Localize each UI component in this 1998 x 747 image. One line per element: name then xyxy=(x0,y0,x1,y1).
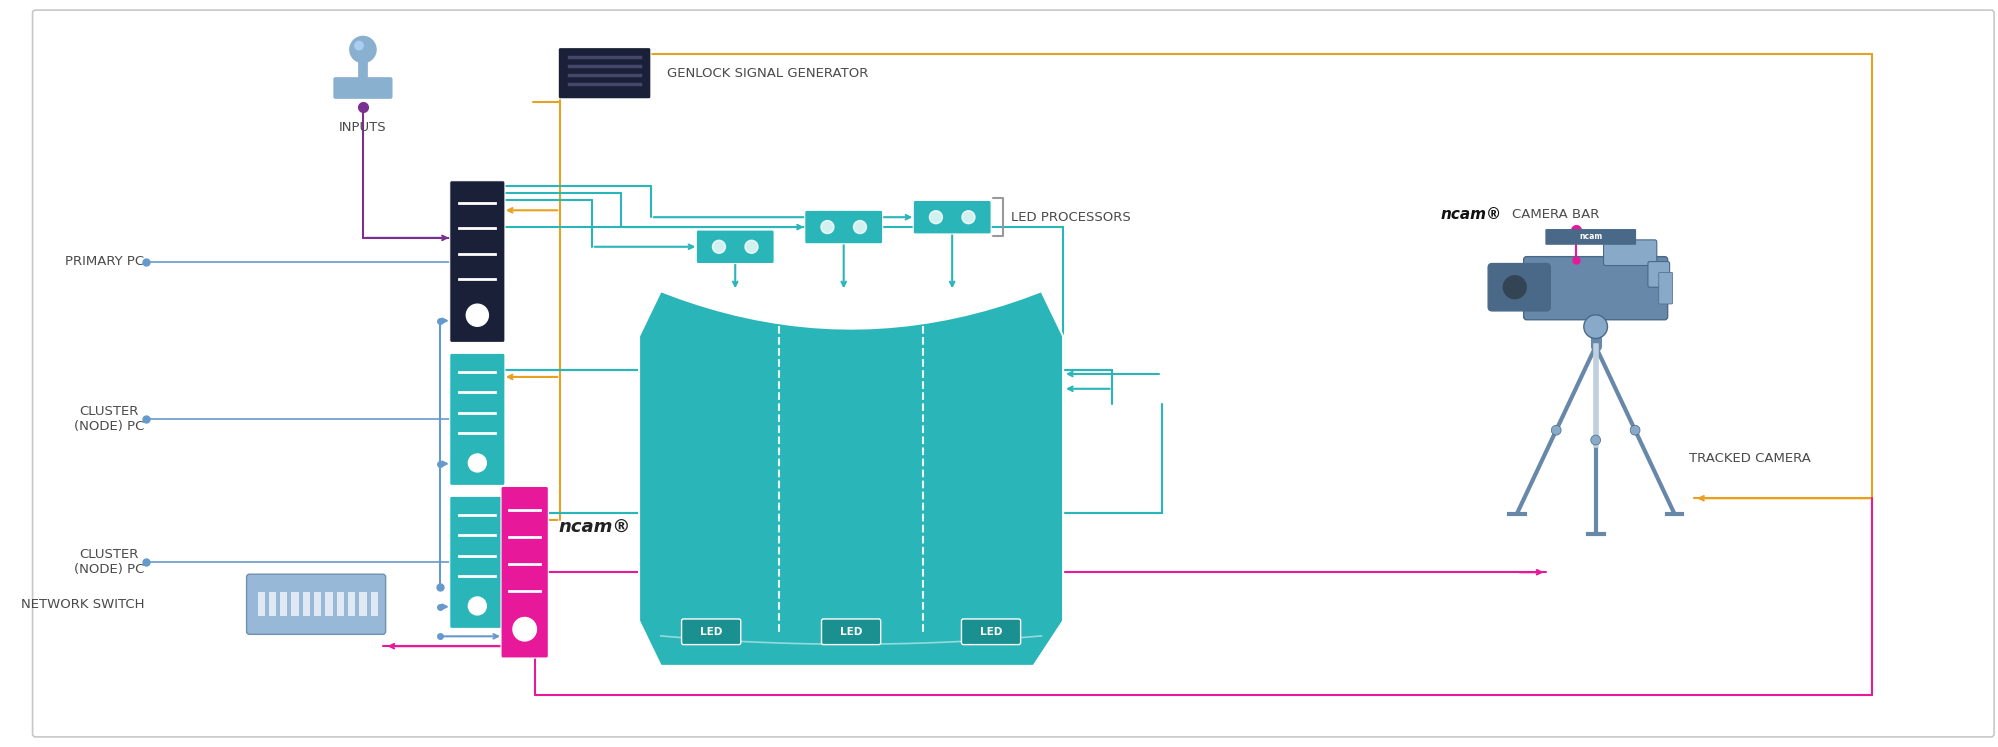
FancyBboxPatch shape xyxy=(681,619,741,645)
FancyBboxPatch shape xyxy=(805,211,883,244)
FancyBboxPatch shape xyxy=(501,486,547,658)
Circle shape xyxy=(1550,425,1560,436)
Text: PRIMARY PC: PRIMARY PC xyxy=(64,255,144,268)
Bar xyxy=(370,592,378,616)
FancyBboxPatch shape xyxy=(1646,261,1668,287)
Text: LED PROCESSORS: LED PROCESSORS xyxy=(1011,211,1131,223)
Circle shape xyxy=(354,40,364,51)
FancyBboxPatch shape xyxy=(1544,229,1634,245)
Circle shape xyxy=(468,597,486,615)
Circle shape xyxy=(711,241,725,253)
Bar xyxy=(258,592,264,616)
Circle shape xyxy=(821,220,833,234)
FancyBboxPatch shape xyxy=(961,619,1021,645)
Circle shape xyxy=(745,241,757,253)
FancyBboxPatch shape xyxy=(450,353,505,486)
Text: CLUSTER
(NODE) PC: CLUSTER (NODE) PC xyxy=(74,548,144,577)
FancyBboxPatch shape xyxy=(821,619,881,645)
Bar xyxy=(314,592,322,616)
FancyBboxPatch shape xyxy=(334,77,392,99)
FancyBboxPatch shape xyxy=(1658,273,1672,304)
Circle shape xyxy=(853,220,865,234)
FancyBboxPatch shape xyxy=(695,230,773,264)
FancyBboxPatch shape xyxy=(450,181,505,342)
Circle shape xyxy=(1628,425,1638,436)
Bar xyxy=(280,592,288,616)
Text: CAMERA BAR: CAMERA BAR xyxy=(1510,208,1598,220)
FancyBboxPatch shape xyxy=(557,48,651,99)
Bar xyxy=(268,592,276,616)
Circle shape xyxy=(466,304,488,326)
Bar xyxy=(292,592,298,616)
Bar xyxy=(302,592,310,616)
Text: ncam®: ncam® xyxy=(557,519,629,537)
Bar xyxy=(326,592,332,616)
Circle shape xyxy=(1500,274,1526,300)
FancyBboxPatch shape xyxy=(450,496,505,628)
FancyBboxPatch shape xyxy=(1522,257,1666,320)
Bar xyxy=(360,592,366,616)
Bar xyxy=(348,592,356,616)
Polygon shape xyxy=(639,291,1063,666)
Text: LED: LED xyxy=(979,627,1001,636)
Text: NETWORK SWITCH: NETWORK SWITCH xyxy=(20,598,144,611)
Circle shape xyxy=(929,211,941,223)
Text: TRACKED CAMERA: TRACKED CAMERA xyxy=(1688,452,1810,465)
FancyBboxPatch shape xyxy=(1487,264,1550,311)
Circle shape xyxy=(961,211,975,223)
Text: ncam: ncam xyxy=(1578,232,1602,241)
Text: ncam®: ncam® xyxy=(1441,207,1500,222)
FancyBboxPatch shape xyxy=(913,200,991,234)
FancyBboxPatch shape xyxy=(246,574,386,634)
Bar xyxy=(336,592,344,616)
Circle shape xyxy=(513,618,535,641)
Circle shape xyxy=(1590,436,1600,445)
FancyBboxPatch shape xyxy=(1602,240,1656,265)
Text: INPUTS: INPUTS xyxy=(340,120,386,134)
Circle shape xyxy=(1582,314,1606,338)
Text: CLUSTER
(NODE) PC: CLUSTER (NODE) PC xyxy=(74,406,144,433)
Text: GENLOCK SIGNAL GENERATOR: GENLOCK SIGNAL GENERATOR xyxy=(667,66,867,80)
Text: LED: LED xyxy=(839,627,861,636)
Text: LED: LED xyxy=(699,627,721,636)
Circle shape xyxy=(350,36,376,63)
Circle shape xyxy=(468,454,486,472)
